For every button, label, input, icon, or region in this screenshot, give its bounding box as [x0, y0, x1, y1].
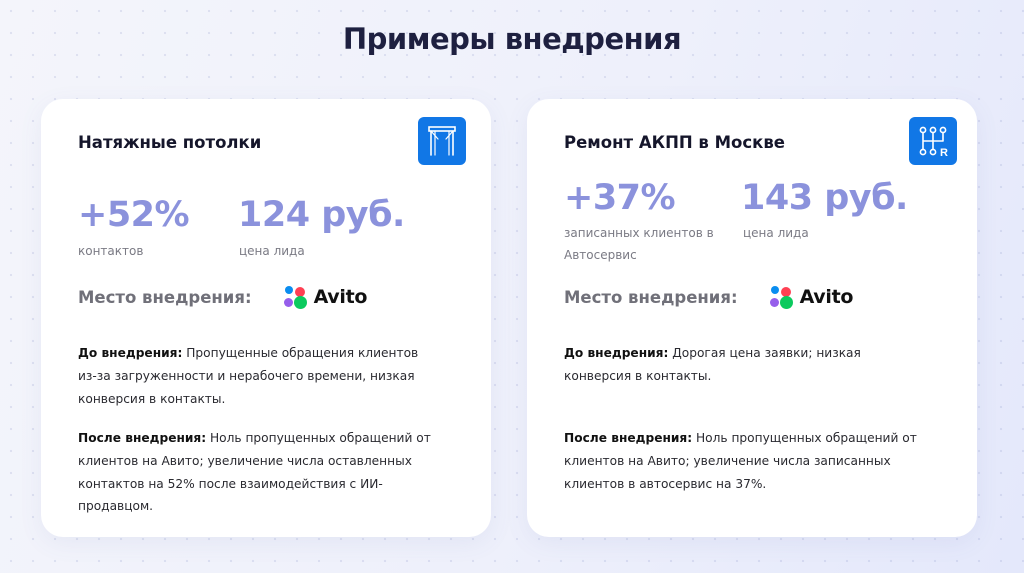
avito-dots-icon: [769, 285, 794, 309]
placement-row: Место внедрения: Avito: [564, 283, 853, 311]
after-text: Ноль пропущенных обращений от клиентов н…: [78, 431, 431, 514]
before-text: Дорогая цена заявки; низкая конверсия в …: [564, 346, 861, 383]
placement-row: Место внедрения: Avito: [78, 283, 367, 311]
before-note: До внедрения: Дорогая цена заявки; низка…: [564, 342, 924, 388]
after-note: После внедрения: Ноль пропущенных обраще…: [564, 427, 924, 495]
stat-value-lead-price: 124 руб.: [238, 195, 405, 235]
placement-label: Место внедрения:: [564, 287, 738, 307]
stat-label-contacts: контактов: [78, 244, 144, 258]
before-text: Пропущенные обращения клиентов из-за заг…: [78, 346, 419, 406]
placement-label: Место внедрения:: [78, 287, 252, 307]
card-title: Натяжные потолки: [78, 133, 262, 152]
avito-logo: Avito: [283, 285, 368, 309]
after-text: Ноль пропущенных обращений от клиентов н…: [564, 431, 917, 491]
case-card-ceilings: Натяжные потолки +52% контактов 124 руб.…: [41, 99, 491, 537]
stat-value-lead-price: 143 руб.: [741, 178, 908, 218]
after-label: После внедрения:: [78, 431, 207, 445]
stat-label-lead-price: цена лида: [239, 244, 305, 258]
ceiling-icon: [418, 117, 466, 165]
stat-value-contacts: +52%: [78, 195, 190, 235]
before-label: До внедрения:: [564, 346, 669, 360]
avito-wordmark: Avito: [313, 286, 368, 308]
after-note: После внедрения: Ноль пропущенных обраще…: [78, 427, 438, 518]
page-title: Примеры внедрения: [342, 22, 682, 56]
avito-wordmark: Avito: [799, 286, 854, 308]
avito-dots-icon: [283, 285, 308, 309]
after-label: После внедрения:: [564, 431, 693, 445]
before-label: До внедрения:: [78, 346, 183, 360]
before-note: До внедрения: Пропущенные обращения клие…: [78, 342, 438, 410]
stat-label-booked-clients: записанных клиентов в Автосервис: [564, 226, 714, 262]
stat-value-booked-clients: +37%: [564, 178, 676, 218]
svg-text:R: R: [940, 147, 948, 159]
gearbox-icon: R: [909, 117, 957, 165]
case-card-transmission: Ремонт АКПП в Москве R +37% записанных к…: [527, 99, 977, 537]
stat-label-lead-price: цена лида: [743, 226, 809, 240]
avito-logo: Avito: [769, 285, 854, 309]
card-title: Ремонт АКПП в Москве: [564, 133, 785, 152]
